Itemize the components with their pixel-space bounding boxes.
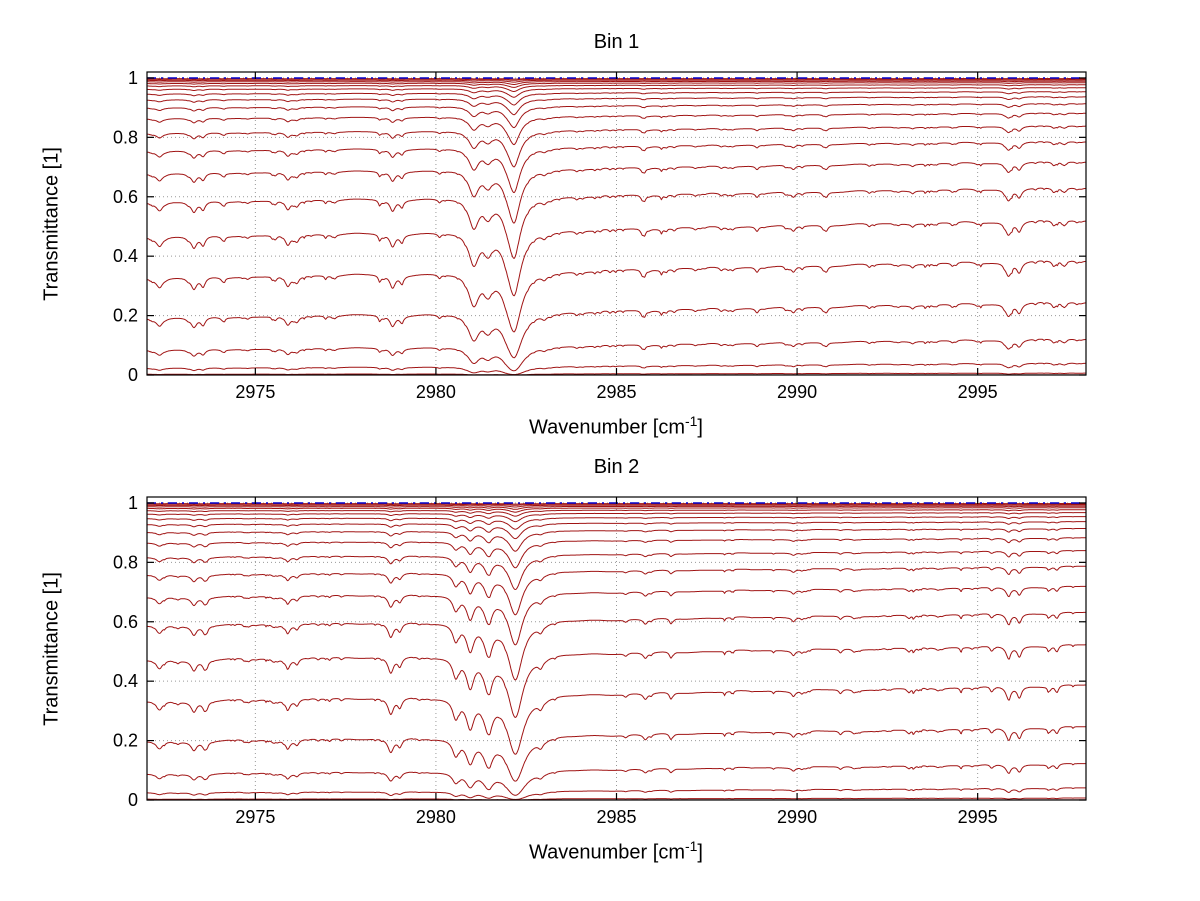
bin1-title: Bin 1	[593, 31, 640, 53]
y-tick-label: 0	[128, 790, 138, 810]
y-tick-label: 0.6	[113, 187, 138, 207]
bin1-xlabel-superscript: -1	[684, 413, 698, 429]
x-tick-label: 2985	[596, 807, 636, 827]
y-tick-label: 0.4	[113, 246, 138, 266]
x-tick-label: 2980	[416, 807, 456, 827]
x-tick-label: 2995	[958, 807, 998, 827]
bin1-xlabel-prefix: Wavenumber [cm	[529, 416, 685, 439]
y-tick-label: 0.2	[113, 731, 138, 751]
bin1-xlabel-suffix: ]	[697, 416, 703, 439]
bin2-xlabel: Wavenumber [cm-1]	[529, 838, 703, 865]
y-tick-label: 0.2	[113, 306, 138, 326]
bin1-ylabel: Transmittance [1]	[40, 147, 63, 301]
y-tick-label: 0	[128, 365, 138, 385]
x-tick-label: 2975	[235, 382, 275, 402]
x-tick-label: 2985	[596, 382, 636, 402]
bin2-ylabel: Transmittance [1]	[40, 572, 63, 726]
bin2-xlabel-superscript: -1	[684, 838, 698, 854]
bin2-xlabel-suffix: ]	[697, 841, 703, 864]
y-tick-label: 1	[128, 68, 138, 88]
y-tick-label: 0.4	[113, 671, 138, 691]
x-tick-label: 2995	[958, 382, 998, 402]
x-tick-label: 2990	[777, 807, 817, 827]
y-tick-label: 0.8	[113, 127, 138, 147]
x-tick-label: 2975	[235, 807, 275, 827]
bin2-title: Bin 2	[593, 456, 640, 478]
y-tick-label: 1	[128, 493, 138, 513]
bin2-xlabel-prefix: Wavenumber [cm	[529, 841, 685, 864]
y-tick-label: 0.6	[113, 612, 138, 632]
x-tick-label: 2990	[777, 382, 817, 402]
bin1-xlabel: Wavenumber [cm-1]	[529, 413, 703, 440]
y-tick-label: 0.8	[113, 552, 138, 572]
x-tick-label: 2980	[416, 382, 456, 402]
